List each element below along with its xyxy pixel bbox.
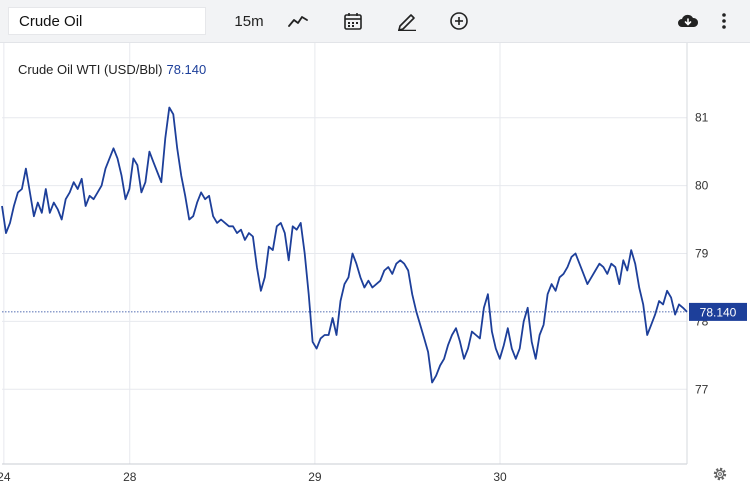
chart-legend: Crude Oil WTI (USD/Bbl) 78.140 <box>18 62 206 77</box>
price-series-line <box>1 106 688 384</box>
instrument-name: Crude Oil WTI (USD/Bbl) <box>18 62 163 77</box>
chart-toolbar: 15m <box>0 0 750 43</box>
x-tick-label: 29 <box>308 470 322 484</box>
y-tick-label: 81 <box>695 111 709 125</box>
add-indicator-icon[interactable] <box>448 8 470 34</box>
more-vertical-icon[interactable] <box>716 8 732 34</box>
x-tick-label: 24 <box>0 470 11 484</box>
price-chart[interactable]: 81 80 79 78 77 24 28 29 30 78.140 <box>0 43 750 493</box>
chart-settings-gear-icon[interactable] <box>712 466 728 482</box>
download-cloud-icon[interactable] <box>676 8 700 34</box>
y-tick-label: 77 <box>695 382 709 396</box>
x-tick-label: 30 <box>493 470 507 484</box>
symbol-search-input[interactable] <box>8 7 206 35</box>
draw-pencil-icon[interactable] <box>395 8 419 34</box>
calendar-icon[interactable] <box>342 8 364 34</box>
interval-button[interactable]: 15m <box>234 12 264 30</box>
x-tick-label: 28 <box>123 470 137 484</box>
last-price-tag <box>689 302 747 321</box>
last-value: 78.140 <box>166 62 207 77</box>
last-price-tag-label: 78.140 <box>700 305 737 319</box>
line-chart-icon[interactable] <box>286 8 310 34</box>
y-tick-label: 80 <box>695 179 709 193</box>
y-tick-label: 79 <box>695 247 709 261</box>
